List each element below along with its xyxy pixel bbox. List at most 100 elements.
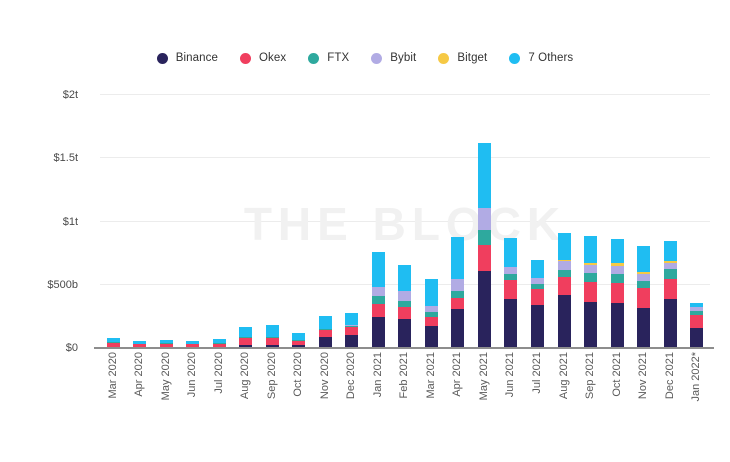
x-tick-label: Jun 2021	[504, 352, 517, 398]
bar-segment-okex	[292, 340, 306, 346]
x-tick-cell: Dec 2020	[339, 352, 366, 424]
bar-segment-bybit	[637, 273, 651, 281]
bar-segment-7-others	[424, 279, 438, 306]
bar-segment-bybit	[451, 279, 465, 292]
bar-segment-bitget	[610, 263, 624, 266]
bar-segment-binance	[345, 334, 359, 348]
bar-segment-7-others	[265, 325, 279, 338]
stacked-bar	[477, 143, 491, 348]
x-tick-cell: Sep 2021	[577, 352, 604, 424]
bar-segment-7-others	[212, 338, 226, 344]
stacked-bar	[663, 240, 677, 348]
x-tick-label: Dec 2020	[345, 352, 358, 400]
bar-segment-bybit	[690, 307, 704, 311]
bar-segment-bybit	[584, 265, 598, 274]
bar-segment-7-others	[451, 237, 465, 280]
bar-column-nov-2020	[312, 95, 339, 348]
bar-column-jul-2020	[206, 95, 233, 348]
bar-segment-binance	[584, 301, 598, 348]
bar-segment-okex	[663, 279, 677, 300]
bar-segment-okex	[477, 244, 491, 271]
bar-series	[100, 95, 710, 348]
bar-segment-ftx	[690, 310, 704, 316]
bar-segment-okex	[159, 343, 173, 347]
stacked-bar	[531, 259, 544, 348]
x-tick-label: Oct 2021	[610, 352, 623, 397]
bar-segment-7-others	[318, 316, 332, 329]
bar-segment-7-others	[690, 303, 704, 308]
bar-segment-okex	[424, 316, 438, 327]
y-tick-label: $1t	[62, 215, 78, 228]
bar-segment-okex	[398, 307, 412, 319]
bar-segment-7-others	[186, 341, 200, 345]
x-tick-label: Nov 2021	[637, 352, 650, 400]
bar-column-dec-2021	[657, 95, 684, 348]
bar-segment-ftx	[106, 342, 120, 343]
x-tick-cell: Jun 2020	[180, 352, 207, 424]
legend-item-bitget: Bitget	[438, 52, 487, 64]
bar-segment-binance	[451, 308, 465, 348]
bar-segment-bybit	[663, 262, 677, 270]
stacked-bar	[690, 303, 704, 348]
bar-segment-ftx	[557, 270, 571, 278]
gridline	[100, 157, 710, 159]
bar-column-jan-2022-	[683, 95, 710, 348]
x-tick-label: Jan 2021	[371, 352, 384, 398]
y-tick-label: $0	[65, 342, 78, 354]
bar-column-jun-2020	[180, 95, 207, 348]
bar-segment-bybit	[345, 325, 359, 326]
bar-segment-okex	[186, 344, 200, 347]
legend-item-okex: Okex	[239, 52, 287, 64]
bar-column-oct-2020	[286, 95, 313, 348]
bar-segment-7-others	[398, 264, 412, 291]
x-axis: Mar 2020 Apr 2020 May 2020 Jun 2020 Jul 2020…	[100, 352, 710, 424]
x-tick-cell: Apr 2021	[445, 352, 472, 424]
bar-segment-7-others	[371, 251, 385, 288]
stacked-bar	[610, 239, 624, 348]
bar-segment-7-others	[345, 313, 359, 326]
legend-dot-icon	[371, 52, 383, 64]
bar-segment-binance	[504, 299, 518, 348]
x-tick-cell: May 2021	[471, 352, 498, 424]
x-tick-cell: Sep 2020	[259, 352, 286, 424]
bar-column-sep-2020	[259, 95, 286, 348]
bar-column-may-2021	[471, 95, 498, 348]
bar-segment-ftx	[451, 291, 465, 299]
bar-segment-bybit	[477, 208, 491, 230]
x-tick-cell: Jan 2021	[365, 352, 392, 424]
bar-segment-okex	[531, 289, 544, 306]
x-tick-cell: Dec 2021	[657, 352, 684, 424]
legend-label: FTX	[327, 52, 350, 64]
bar-segment-bitget	[663, 261, 677, 263]
legend-label: Okex	[258, 52, 287, 64]
legend-item-bybit: Bybit	[371, 52, 416, 64]
bar-column-jun-2021	[498, 95, 525, 348]
bar-segment-okex	[133, 344, 147, 347]
bar-column-jul-2021	[524, 95, 551, 348]
y-tick-label: $2t	[62, 89, 78, 101]
bar-segment-7-others	[584, 236, 598, 263]
gridline	[100, 94, 710, 95]
bar-segment-binance	[637, 307, 651, 348]
bar-segment-bybit	[318, 328, 332, 330]
bar-segment-binance	[557, 295, 571, 348]
bar-segment-okex	[557, 277, 571, 296]
bar-segment-7-others	[106, 337, 120, 343]
x-tick-label: Jul 2021	[531, 352, 543, 394]
bar-column-aug-2020	[233, 95, 260, 348]
bar-column-may-2020	[153, 95, 180, 348]
bar-segment-binance	[424, 326, 438, 348]
legend-label: Binance	[175, 52, 218, 64]
x-tick-label: Sep 2020	[265, 352, 278, 400]
bar-segment-binance	[663, 299, 677, 348]
legend-item-7-others: 7 Others	[509, 52, 573, 64]
bar-segment-7-others	[663, 240, 677, 262]
x-tick-cell: Oct 2021	[604, 352, 631, 424]
bar-segment-okex	[451, 298, 465, 309]
bar-segment-okex	[504, 279, 518, 300]
bar-column-jan-2021	[365, 95, 392, 348]
bar-segment-okex	[690, 315, 704, 328]
x-tick-label: Mar 2020	[106, 352, 119, 399]
stacked-bar	[504, 237, 518, 348]
